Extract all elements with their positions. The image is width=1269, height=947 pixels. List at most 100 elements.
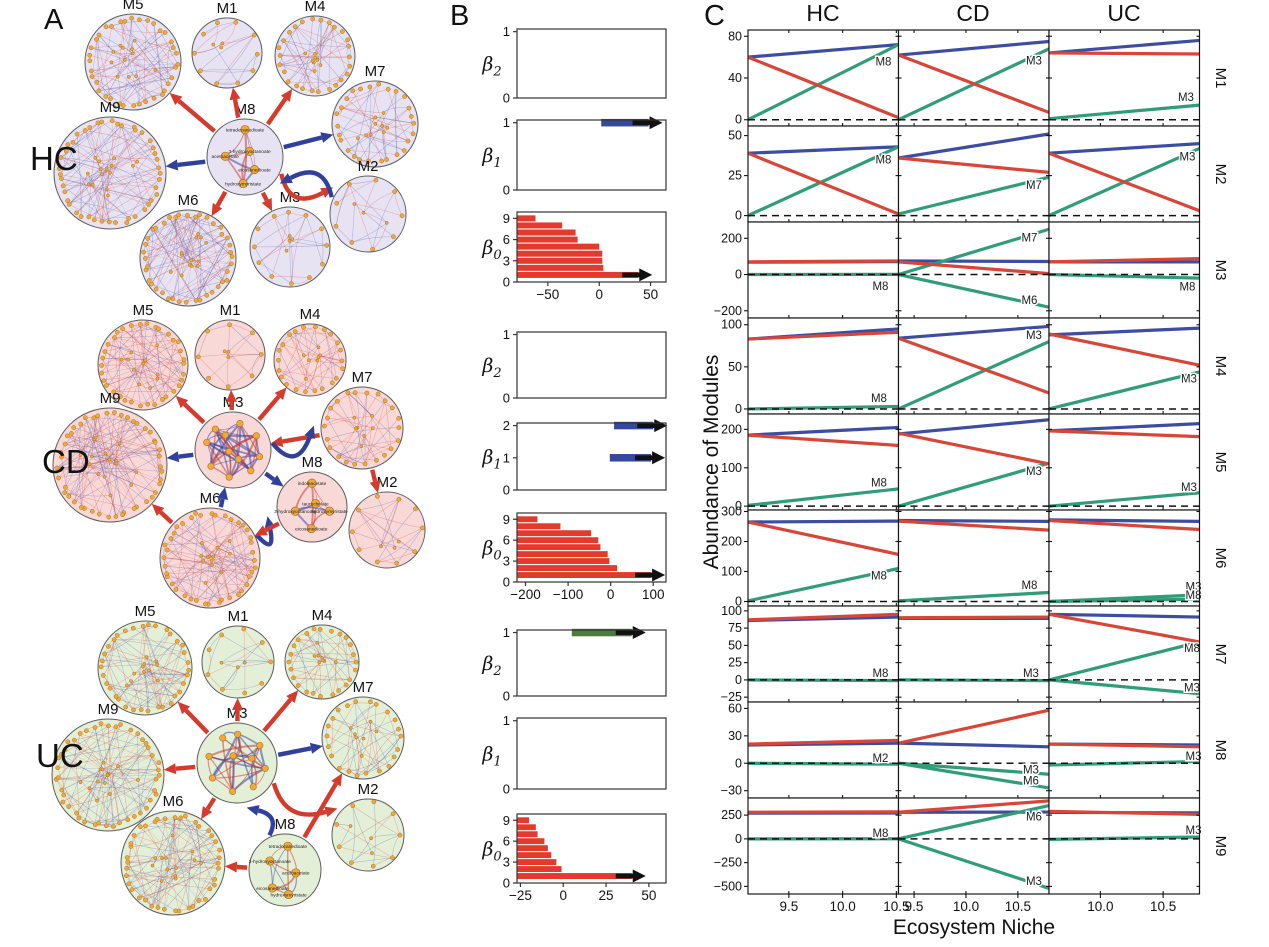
- module-CD-M8: indoleacetate taurocholate 3-hydroxyoctano…: [274, 454, 348, 543]
- arrow-UC-M8-to-M7: [302, 773, 343, 839]
- svg-text:0: 0: [735, 499, 742, 513]
- trend-line-green: [747, 145, 900, 218]
- module-name-HC-M1: M1: [217, 0, 238, 17]
- module-name-CD-M2: M2: [377, 474, 398, 491]
- module-CD-M5: M5: [97, 302, 189, 411]
- trend-line-blue: [1048, 422, 1200, 433]
- trend-line-green: [898, 272, 1050, 309]
- beta-symbol-HC-beta2: β2: [481, 54, 501, 80]
- svg-text:3-hydroxyoctanoate: 3-hydroxyoctanoate: [228, 149, 270, 155]
- arrow-UC-M8-to-M3: [246, 805, 275, 837]
- arrow-UC-M3-to-M6: [201, 797, 217, 820]
- svg-text:9: 9: [503, 813, 510, 828]
- cell-M8-UC: M3: [1046, 701, 1203, 801]
- module-CD-M4: M4: [273, 306, 347, 397]
- trend-line-green: [747, 43, 900, 122]
- module-CD-M7: M7: [320, 369, 404, 470]
- trend-line-blue: [898, 132, 1050, 160]
- svg-text:3: 3: [503, 554, 510, 569]
- trend-line-red: [1048, 518, 1200, 532]
- line-annotation: M8: [872, 668, 888, 680]
- svg-text:9.5: 9.5: [905, 899, 924, 914]
- trend-line-red: [747, 55, 900, 120]
- bar-UC-beta0-y8: [517, 824, 536, 831]
- trend-line-green: [898, 761, 1050, 790]
- bar-CD-beta0-y5: [517, 544, 601, 551]
- arrow-marker: [652, 451, 666, 465]
- line-annotation: M8: [875, 155, 891, 167]
- trend-line-green: [898, 227, 1050, 277]
- trend-line-green: [898, 461, 1050, 508]
- trend-line-blue: [898, 259, 1050, 264]
- line-annotation: M8: [1021, 580, 1037, 592]
- bar-UC-beta0-y9: [517, 817, 529, 824]
- panel-a-letter: A: [44, 4, 64, 36]
- line-annotation: M8: [872, 828, 888, 840]
- line-annotation: M7: [1021, 232, 1037, 244]
- svg-text:tetradecanedioate: tetradecanedioate: [226, 127, 265, 133]
- module-name-UC-M1: M1: [228, 608, 249, 625]
- svg-text:10.0: 10.0: [953, 899, 979, 914]
- module-UC-M5: M5: [97, 603, 193, 716]
- module-CD-M3: M3: [194, 394, 272, 489]
- trend-line-green: [898, 590, 1050, 603]
- bar-HC-beta0-y9: [517, 215, 536, 222]
- module-CD-M6: M6: [159, 490, 261, 609]
- module-name-CD-M8: M8: [302, 454, 323, 471]
- trend-line-blue: [1048, 612, 1200, 619]
- beta-plot-HC-beta0: 0 3 6 9β0 −50 0 50: [481, 211, 667, 302]
- module-name-CD-M7: M7: [352, 369, 373, 386]
- trend-line-red: [1048, 429, 1200, 439]
- module-HC-M5: M5: [84, 0, 182, 111]
- arrow-CD-M3-to-M4: [257, 387, 287, 422]
- module-name-UC-M2: M2: [358, 781, 379, 798]
- arrow-UC-M3-to-M7: [277, 742, 323, 757]
- svg-text:0: 0: [503, 483, 510, 498]
- bar-HC-beta0-y3: [517, 257, 603, 264]
- trend-line-red: [1048, 612, 1200, 644]
- trend-line-green: [897, 340, 1050, 411]
- module-name-CD-M5: M5: [133, 302, 154, 319]
- svg-text:1: 1: [503, 625, 510, 640]
- svg-text:100: 100: [642, 587, 665, 602]
- arrow-HC-M8-to-M1: [229, 87, 241, 118]
- group-label-cd: CD: [42, 443, 90, 480]
- svg-text:100: 100: [721, 565, 742, 579]
- trend-line-blue: [898, 324, 1050, 340]
- bar-CD-beta0-y3: [517, 558, 610, 565]
- bar-CD-beta0-y6: [517, 537, 599, 544]
- svg-text:0: 0: [595, 287, 603, 302]
- svg-text:1: 1: [503, 450, 510, 465]
- module-name-UC-M6: M6: [163, 793, 184, 810]
- svg-text:6: 6: [503, 834, 510, 849]
- trend-line-blue: [898, 518, 1050, 523]
- arrow-marker: [632, 869, 646, 883]
- trend-line-green: [1048, 678, 1200, 696]
- svg-text:0: 0: [735, 113, 742, 127]
- svg-text:−100: −100: [553, 587, 583, 602]
- svg-text:eicosanedioate: eicosanedioate: [238, 167, 271, 173]
- module-name-UC-M5: M5: [135, 603, 156, 620]
- cell-M2-CD: M7: [895, 125, 1050, 225]
- svg-text:acetoacetate: acetoacetate: [282, 871, 310, 877]
- svg-text:−200: −200: [510, 587, 540, 602]
- arrow-HC-M8-to-M4: [265, 88, 293, 126]
- arrow-UC-M3-to-M9: [163, 763, 196, 775]
- svg-text:1: 1: [503, 115, 510, 130]
- module-name-CD-M4: M4: [300, 306, 321, 323]
- trend-line-red: [1048, 332, 1200, 367]
- group-label-uc: UC: [36, 737, 84, 774]
- svg-text:10.5: 10.5: [1005, 899, 1031, 914]
- trend-line-red: [747, 520, 899, 556]
- cell-M4-CD: M3: [895, 317, 1050, 417]
- module-name-HC-M4: M4: [305, 0, 326, 15]
- trend-line-green: [1048, 640, 1200, 682]
- svg-text:hydroxymyristate: hydroxymyristate: [270, 892, 307, 898]
- module-name-HC-M7: M7: [365, 63, 386, 80]
- trend-line-red: [897, 336, 1050, 395]
- arrow-HC-M2-to-M8: [279, 170, 334, 198]
- trend-line-green: [898, 837, 1050, 890]
- module-name-HC-M3: M3: [280, 189, 301, 206]
- beta-plot-UC-beta2: 0 1β2: [481, 625, 667, 704]
- line-annotation: M3: [1178, 92, 1194, 104]
